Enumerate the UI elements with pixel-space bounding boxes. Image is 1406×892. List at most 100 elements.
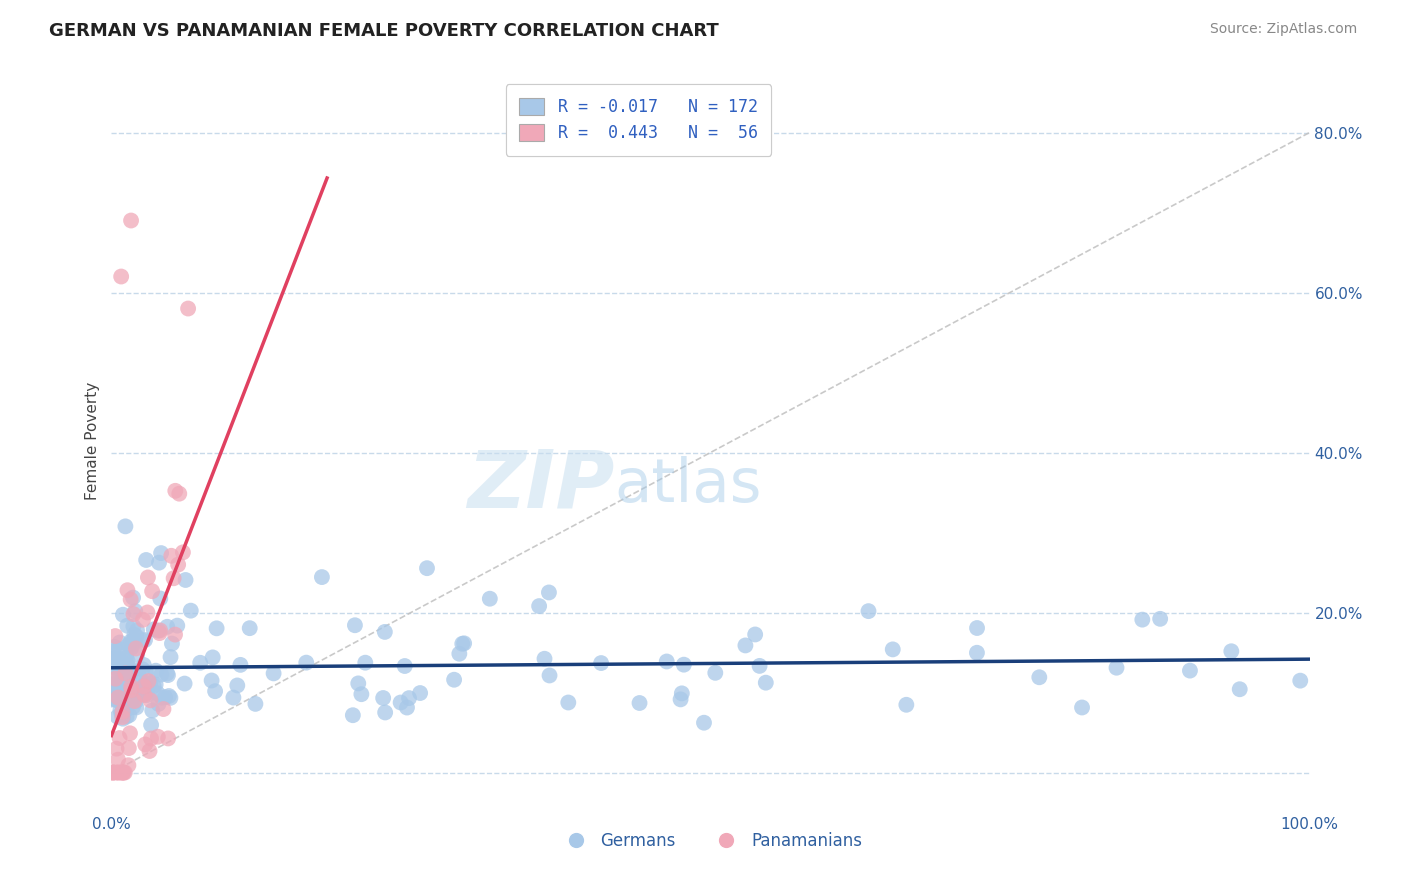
Point [127,685,149,699]
Point [159,650,181,665]
Point [229,657,252,672]
Point [354,656,377,670]
Point [101,765,124,780]
Point [101,692,124,706]
Point [103,690,125,705]
Point [145,664,167,678]
Point [160,549,183,563]
Point [146,730,169,744]
Point [112,683,135,698]
Point [118,661,141,675]
Point [124,694,146,708]
Point [104,692,127,706]
Point [103,652,125,666]
Point [112,765,135,780]
Point [101,674,124,689]
Point [398,691,420,706]
Point [120,592,142,607]
Point [121,683,143,698]
Point [149,591,172,606]
Point [122,700,145,714]
Point [108,641,131,656]
Point [693,715,716,730]
Point [136,606,159,620]
Point [150,667,173,681]
Point [374,624,396,639]
Point [115,618,138,632]
Point [201,650,224,665]
Point [110,660,132,674]
Point [124,628,146,642]
Point [134,677,156,691]
Point [311,570,333,584]
Point [138,744,160,758]
Point [188,656,211,670]
Point [389,696,412,710]
Point [132,613,155,627]
Point [153,690,176,705]
Point [101,644,124,658]
Point [159,690,181,705]
Text: GERMAN VS PANAMANIAN FEMALE POVERTY CORRELATION CHART: GERMAN VS PANAMANIAN FEMALE POVERTY CORR… [49,22,718,40]
Point [204,684,226,698]
Point [117,583,139,598]
Point [107,652,129,666]
Point [107,765,129,780]
Point [141,584,163,599]
Point [114,519,136,533]
Point [118,683,141,698]
Point [121,640,143,655]
Point [125,700,148,714]
Point [167,558,190,572]
Point [115,657,138,672]
Point [1028,670,1050,684]
Point [201,673,224,688]
Point [101,765,124,780]
Point [342,708,364,723]
Point [145,677,167,691]
Point [132,633,155,648]
Point [122,632,145,647]
Point [896,698,918,712]
Point [114,690,136,705]
Point [373,691,395,706]
Point [239,621,262,635]
Point [150,690,173,705]
Point [120,213,142,227]
Point [101,679,124,693]
Point [395,700,418,714]
Point [108,685,131,699]
Point [173,676,195,690]
Point [117,638,139,652]
Point [117,654,139,668]
Point [136,570,159,584]
Point [122,607,145,621]
Point [557,696,579,710]
Point [110,269,132,284]
Point [120,667,142,681]
Point [350,687,373,701]
Point [111,707,134,722]
Point [108,635,131,649]
Point [443,673,465,687]
Point [347,676,370,690]
Point [139,693,162,707]
Point [110,765,132,780]
Point [103,651,125,665]
Point [111,607,134,622]
Point [150,546,173,560]
Point [755,675,778,690]
Point [537,585,560,599]
Point [117,670,139,684]
Point [114,765,136,780]
Point [110,663,132,677]
Point [1220,644,1243,658]
Point [114,666,136,681]
Point [453,636,475,650]
Point [882,642,904,657]
Point [124,604,146,618]
Point [141,704,163,718]
Point [167,486,190,500]
Point [734,639,756,653]
Point [107,765,129,780]
